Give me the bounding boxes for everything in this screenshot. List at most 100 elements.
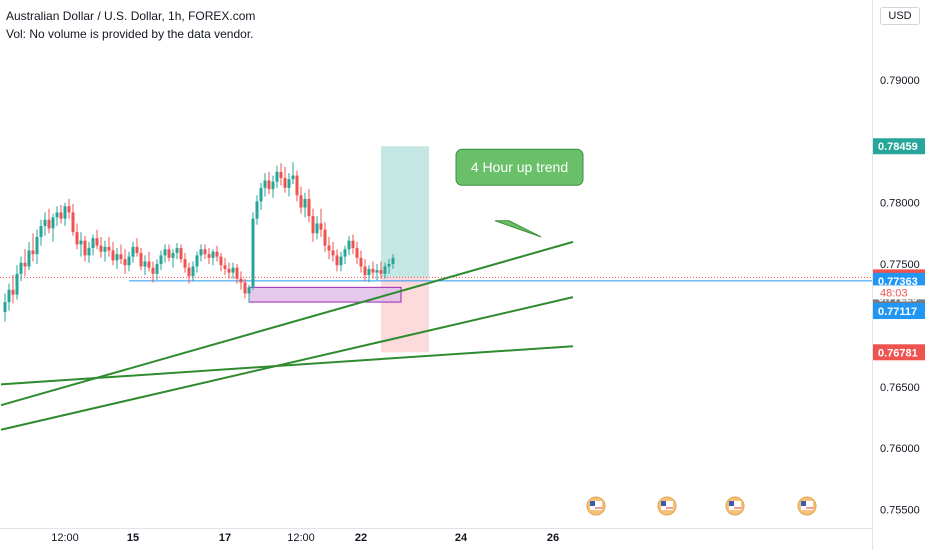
candle-body (187, 267, 191, 277)
candle-body (119, 254, 123, 260)
candle (287, 173, 291, 197)
profit-zone[interactable] (381, 146, 429, 278)
candle-body (107, 246, 111, 251)
candle-body (55, 212, 59, 218)
candle-body (215, 251, 219, 257)
candle-body (115, 254, 119, 261)
candle-body (231, 267, 235, 273)
candle-body (343, 249, 347, 257)
candle-body (307, 198, 311, 217)
x-tick-label: 24 (455, 532, 468, 544)
candle (55, 206, 59, 226)
candle-body (327, 245, 331, 251)
flag-body (729, 501, 741, 510)
candle-body (31, 250, 35, 255)
candle-body (315, 223, 319, 234)
trendline-3[interactable] (0, 345, 574, 386)
candle-body (291, 175, 295, 180)
trendline-2[interactable] (0, 296, 574, 431)
candle-body (351, 240, 355, 249)
price-label-text: 0.76781 (878, 347, 918, 359)
candle (127, 251, 131, 272)
currency-selector[interactable]: USD (880, 7, 920, 25)
candle (79, 232, 83, 257)
candle-body (359, 257, 363, 267)
candle-body (59, 212, 63, 219)
candle-body (239, 278, 243, 283)
candle-body (171, 252, 175, 258)
candle (283, 166, 287, 193)
candle (47, 208, 51, 234)
candle (111, 241, 115, 266)
candle-body (103, 246, 107, 252)
economic-event-icon[interactable] (797, 496, 817, 516)
candle (327, 236, 331, 260)
candle-body (287, 179, 291, 188)
candle (339, 251, 343, 272)
candle-body (371, 268, 375, 273)
candle (271, 175, 275, 198)
demand-zone-rectangle[interactable] (248, 286, 402, 303)
candle-body (271, 181, 275, 190)
candle-body (211, 251, 215, 258)
candle-body (259, 187, 263, 202)
candle-body (255, 201, 259, 219)
candle (319, 208, 323, 237)
candle-body (219, 256, 223, 266)
candle (175, 243, 179, 260)
candle-body (295, 175, 299, 196)
economic-event-icon[interactable] (586, 496, 606, 516)
callout-arrow[interactable] (494, 220, 542, 238)
candle (191, 261, 195, 282)
candle (315, 216, 319, 240)
y-tick-label: 0.77500 (880, 259, 920, 271)
candle-body (375, 270, 379, 273)
candle-body (47, 219, 51, 229)
candle (359, 250, 363, 273)
candle (347, 235, 351, 256)
candle-body (151, 267, 155, 274)
price-label-bg (873, 138, 925, 155)
candle-body (15, 273, 19, 295)
candle (247, 284, 251, 303)
candle (83, 235, 87, 262)
candle-body (75, 232, 79, 245)
candle (355, 241, 359, 264)
candle-body (155, 264, 159, 274)
economic-event-icon[interactable] (725, 496, 745, 516)
price-label-bg (873, 303, 925, 320)
candle (323, 222, 327, 252)
candle-body (363, 266, 367, 276)
candle-body (163, 249, 167, 256)
economic-event-icon[interactable] (657, 496, 677, 516)
candle-body (247, 287, 251, 294)
candle (203, 244, 207, 260)
candle (187, 262, 191, 284)
candle (303, 192, 307, 218)
candle (155, 259, 159, 280)
candle (387, 259, 391, 274)
candle (335, 249, 339, 272)
candle-body (279, 171, 283, 179)
callout-text: 4 Hour up trend (471, 159, 568, 175)
candle-body (179, 248, 183, 260)
price-label-text: 0.77117 (878, 306, 917, 318)
candle (291, 162, 295, 185)
candle (195, 251, 199, 273)
candle-body (355, 248, 359, 258)
candle (35, 229, 39, 264)
candle (135, 238, 139, 257)
candle-body (3, 302, 7, 312)
candle (243, 278, 247, 299)
candle-body (35, 236, 39, 255)
candle-body (67, 206, 71, 213)
candle (27, 241, 31, 271)
candle-body (27, 250, 31, 267)
candle (351, 234, 355, 255)
candle-body (139, 252, 143, 267)
callout-box[interactable] (455, 148, 584, 186)
candle-body (227, 268, 231, 273)
flag-canton (661, 501, 666, 506)
